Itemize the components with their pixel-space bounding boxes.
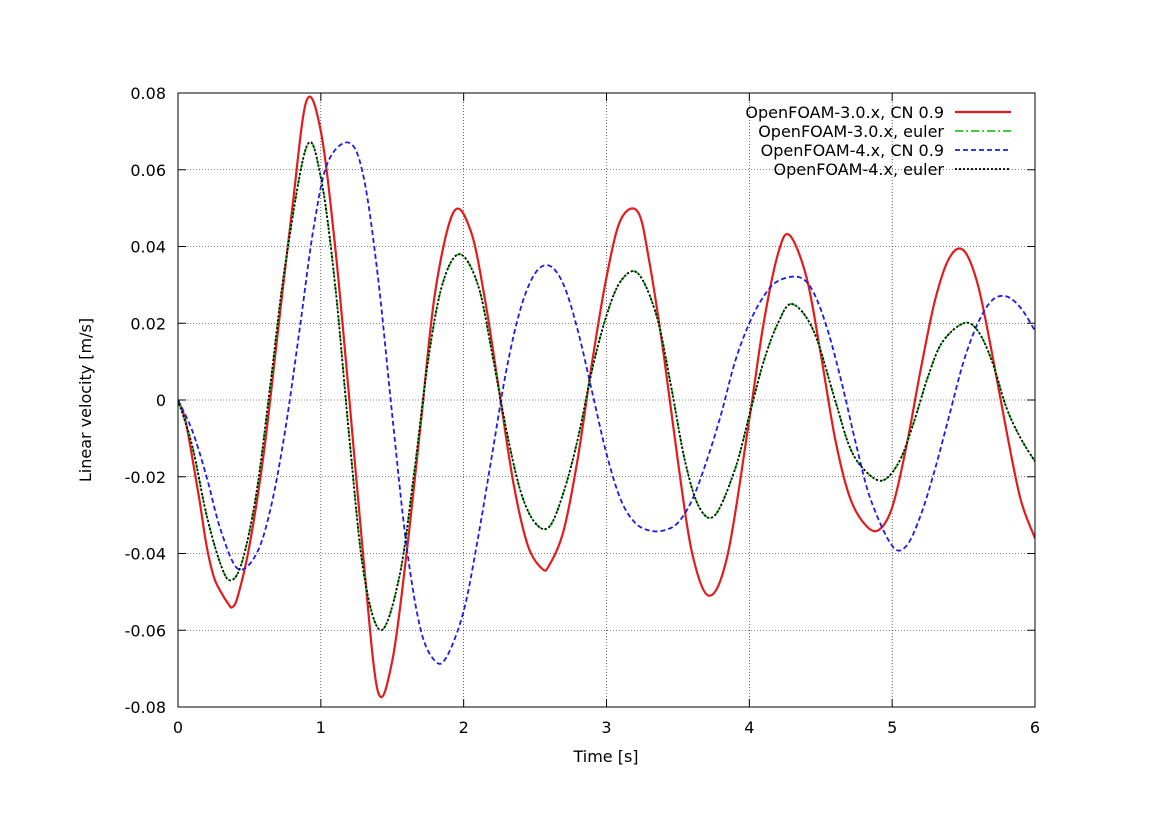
x-tick-label: 5 (887, 718, 897, 737)
legend-label: OpenFOAM-3.0.x, euler (758, 122, 944, 141)
y-tick-label: -0.02 (125, 468, 166, 487)
axis-ticks (177, 92, 1036, 708)
y-tick-label: -0.08 (125, 698, 166, 717)
tick-labels: 0 1 2 3 4 5 6 0.08 0.06 0.04 0.02 0 -0.02 -0.04 -0.06 -… (125, 84, 1041, 737)
x-tick-label: 2 (459, 718, 469, 737)
x-tick-label: 3 (601, 718, 611, 737)
y-tick-label: 0.08 (130, 84, 166, 103)
x-tick-label: 4 (744, 718, 754, 737)
series-line-1 (178, 95, 1035, 699)
y-tick-label: 0.06 (130, 161, 166, 180)
series-layer (178, 95, 1035, 699)
legend-label: OpenFOAM-4.x, CN 0.9 (761, 141, 944, 160)
y-tick-label: 0.02 (130, 314, 166, 333)
x-tick-label: 6 (1030, 718, 1040, 737)
x-tick-label: 1 (316, 718, 326, 737)
y-tick-label: 0 (156, 391, 166, 410)
x-axis-label: Time [s] (572, 747, 638, 766)
grid-lines (178, 93, 1035, 707)
legend-label: OpenFOAM-4.x, euler (773, 160, 944, 179)
series-line-4 (178, 141, 1035, 632)
y-tick-label: 0.04 (130, 238, 166, 257)
x-tick-label: 0 (173, 718, 183, 737)
y-tick-label: -0.04 (125, 545, 166, 564)
series-line-3 (178, 141, 1035, 665)
y-tick-label: -0.06 (125, 621, 166, 640)
y-axis-label: Linear velocity [m/s] (76, 318, 95, 482)
legend-label: OpenFOAM-3.0.x, CN 0.9 (745, 103, 944, 122)
